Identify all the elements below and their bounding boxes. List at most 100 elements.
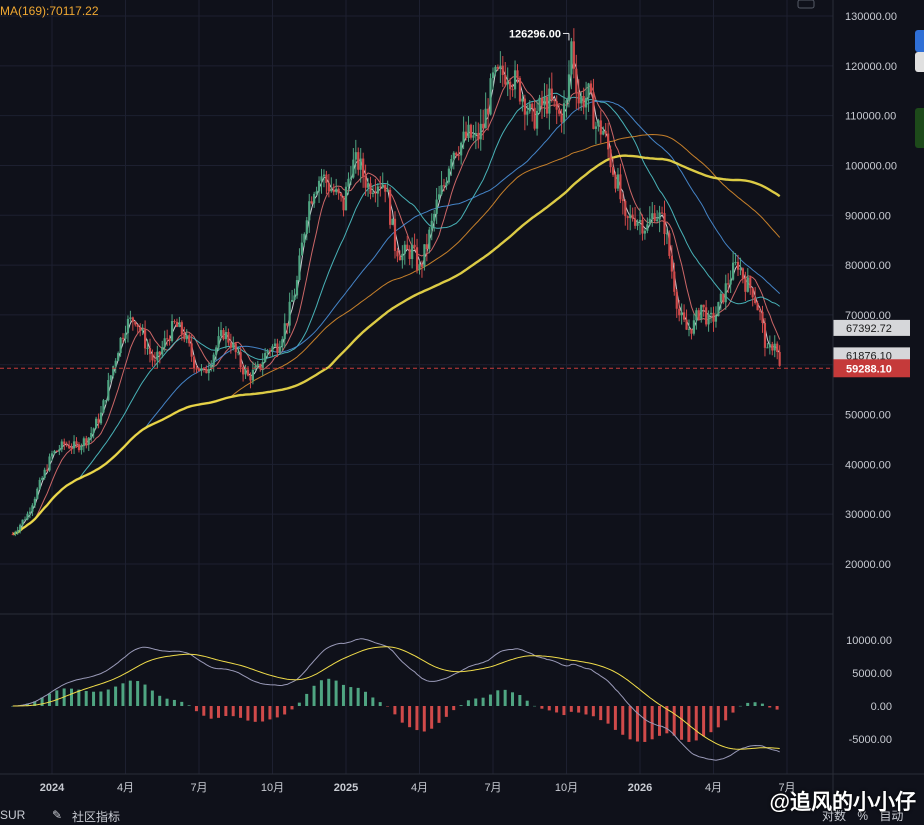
candle-body <box>585 97 588 108</box>
macd-histogram-bar <box>11 706 15 707</box>
candle-body <box>651 213 654 219</box>
candle-body <box>207 369 210 374</box>
percent-scale-toggle[interactable]: % <box>857 809 869 823</box>
macd-histogram-bar <box>738 705 742 707</box>
candle-body <box>310 201 313 204</box>
candle-body <box>631 214 634 219</box>
scale-controls: 对数 % 自动 <box>822 807 903 824</box>
candle-body <box>540 97 544 106</box>
candle-body <box>560 113 563 123</box>
candle-body <box>210 365 213 370</box>
macd-histogram-bar <box>290 706 294 710</box>
candle-body <box>335 188 338 193</box>
candle-body <box>589 83 593 93</box>
candle-body <box>680 312 683 316</box>
side-panel-tab-green[interactable] <box>915 108 924 148</box>
candle-body <box>582 95 585 108</box>
candle-body <box>278 346 281 353</box>
candle-body <box>131 317 134 322</box>
candle-body <box>170 321 174 341</box>
candle-body <box>266 350 269 353</box>
candle-body <box>222 330 225 340</box>
candle-body <box>381 184 384 188</box>
candle-body <box>114 360 117 367</box>
macd-histogram-bar <box>709 706 713 733</box>
candle-body <box>327 182 330 192</box>
candle-body <box>178 322 181 327</box>
candle-body <box>572 41 575 69</box>
macd-histogram-bar <box>114 686 118 706</box>
candle-body <box>474 132 477 136</box>
macd-histogram-bar <box>246 706 250 721</box>
candle-body <box>55 450 58 452</box>
candle-body <box>173 321 176 323</box>
candle-body <box>484 108 487 129</box>
candle-body <box>320 176 323 181</box>
candle-body <box>205 368 208 374</box>
candle-body <box>418 264 421 270</box>
candle-body <box>215 347 218 355</box>
candle-body <box>756 302 759 311</box>
community-indicators-icon[interactable]: ✎ <box>52 808 63 822</box>
auto-scale-toggle[interactable]: 自动 <box>879 809 904 823</box>
side-panel-tab-blue[interactable] <box>915 30 924 52</box>
candle-body <box>16 530 19 533</box>
candle-body <box>513 70 517 90</box>
log-scale-toggle[interactable]: 对数 <box>822 809 847 823</box>
macd-histogram-bar <box>481 697 485 706</box>
macd-histogram-bar <box>775 706 779 710</box>
macd-histogram-bar <box>334 680 338 706</box>
candle-body <box>538 97 541 111</box>
candle-body <box>462 131 465 143</box>
candle-body <box>151 354 154 361</box>
macd-histogram-bar <box>47 693 51 706</box>
candle-body <box>413 244 416 248</box>
community-indicators-button[interactable]: 社区指标 <box>72 810 121 824</box>
macd-histogram-bar <box>746 702 750 706</box>
candle-body <box>148 347 152 355</box>
macd-histogram-bar <box>621 706 625 735</box>
macd-histogram-bar <box>297 702 301 706</box>
candle-body <box>303 233 306 243</box>
candle-body <box>616 174 620 189</box>
settings-icon[interactable] <box>797 0 815 9</box>
side-panel-tab-white[interactable] <box>915 52 924 72</box>
indicator-fragment[interactable]: SUR <box>0 808 26 822</box>
candle-body <box>705 307 708 325</box>
candle-body <box>653 213 656 221</box>
candle-body <box>396 250 399 257</box>
macd-tick-label: 0.00 <box>871 701 892 713</box>
macd-histogram-bar <box>400 706 404 723</box>
candle-body <box>357 152 360 170</box>
macd-histogram-bar <box>606 706 610 724</box>
macd-histogram-bar <box>459 705 463 706</box>
macd-dif-line <box>12 638 780 761</box>
candle-body <box>242 367 245 375</box>
candle-body <box>638 219 642 222</box>
candle-body <box>545 96 548 114</box>
x-tick-label: 4月 <box>705 782 722 794</box>
candle-body <box>761 311 764 324</box>
candle-body <box>317 180 321 192</box>
candle-body <box>227 331 230 343</box>
candle-body <box>732 262 735 280</box>
candle-body <box>624 200 627 217</box>
candle-body <box>261 362 264 369</box>
candle-body <box>776 343 779 353</box>
candle-body <box>570 41 573 75</box>
candle-body <box>496 66 499 69</box>
candle-body <box>670 255 673 272</box>
macd-histogram-bar <box>158 695 162 706</box>
high-marker-label: 126296.00 <box>509 28 561 40</box>
candle-body <box>33 498 36 506</box>
candle-body <box>751 288 754 298</box>
macd-histogram-bar <box>613 706 617 730</box>
macd-histogram-bar <box>444 706 448 717</box>
candle-body <box>197 369 201 371</box>
candle-body <box>21 519 24 525</box>
candle-body <box>134 321 137 325</box>
candle-body <box>393 218 397 251</box>
candle-body <box>558 109 561 114</box>
candle-body <box>408 249 411 260</box>
